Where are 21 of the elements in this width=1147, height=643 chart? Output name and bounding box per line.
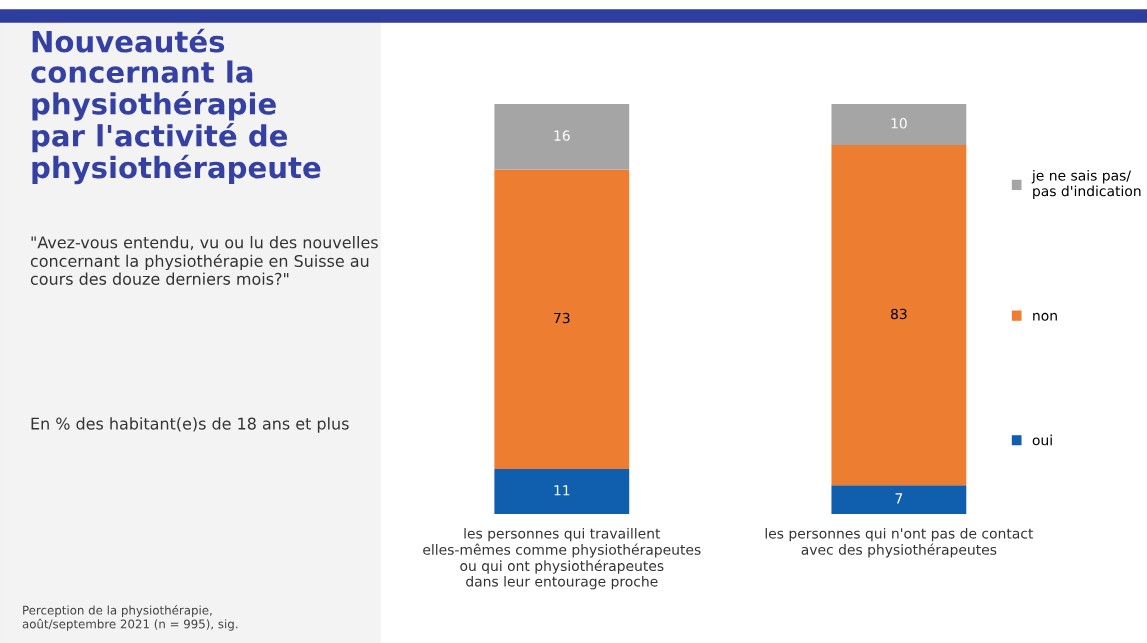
bar <box>494 104 630 170</box>
bar <box>831 145 967 486</box>
bar <box>494 468 630 514</box>
text: En % des habitant(e)s de 18 ans et plus <box>31 417 349 433</box>
data-label: 10 <box>891 118 907 129</box>
text: "Avez-vous entendu, vu ou lu des nouvelles concernant la physiothérapie en Suisse au cours des douze derniers mois?" <box>30 236 378 285</box>
legend-label: oui <box>1032 434 1052 446</box>
legend-label: non <box>1033 312 1057 321</box>
x-tick-label: les personnes qui travaillent elles-mêmes comme physiothérapeutes ou qui ont physiothérapeutes dans leur entourage proche <box>423 527 701 590</box>
data-label: 11 <box>554 485 570 496</box>
text: Perception de la physiothérapie, août/septembre 2021 (n = 995), sig. <box>22 605 238 631</box>
bar <box>494 169 630 469</box>
x-tick-label: les personnes qui n'ont pas de contact avec des physiothérapeutes <box>765 527 1034 558</box>
chart-title: Nouveautés concernant la physiothérapie par l'activité de physiothérapeute <box>31 28 321 185</box>
data-label: 83 <box>890 308 907 320</box>
data-label: 73 <box>554 312 570 324</box>
data-label: 7 <box>895 493 903 504</box>
bar <box>831 104 967 145</box>
legend-label: je ne sais pas/ pas d'indication <box>1031 169 1141 199</box>
bar <box>831 485 967 514</box>
data-label: 16 <box>554 130 570 141</box>
